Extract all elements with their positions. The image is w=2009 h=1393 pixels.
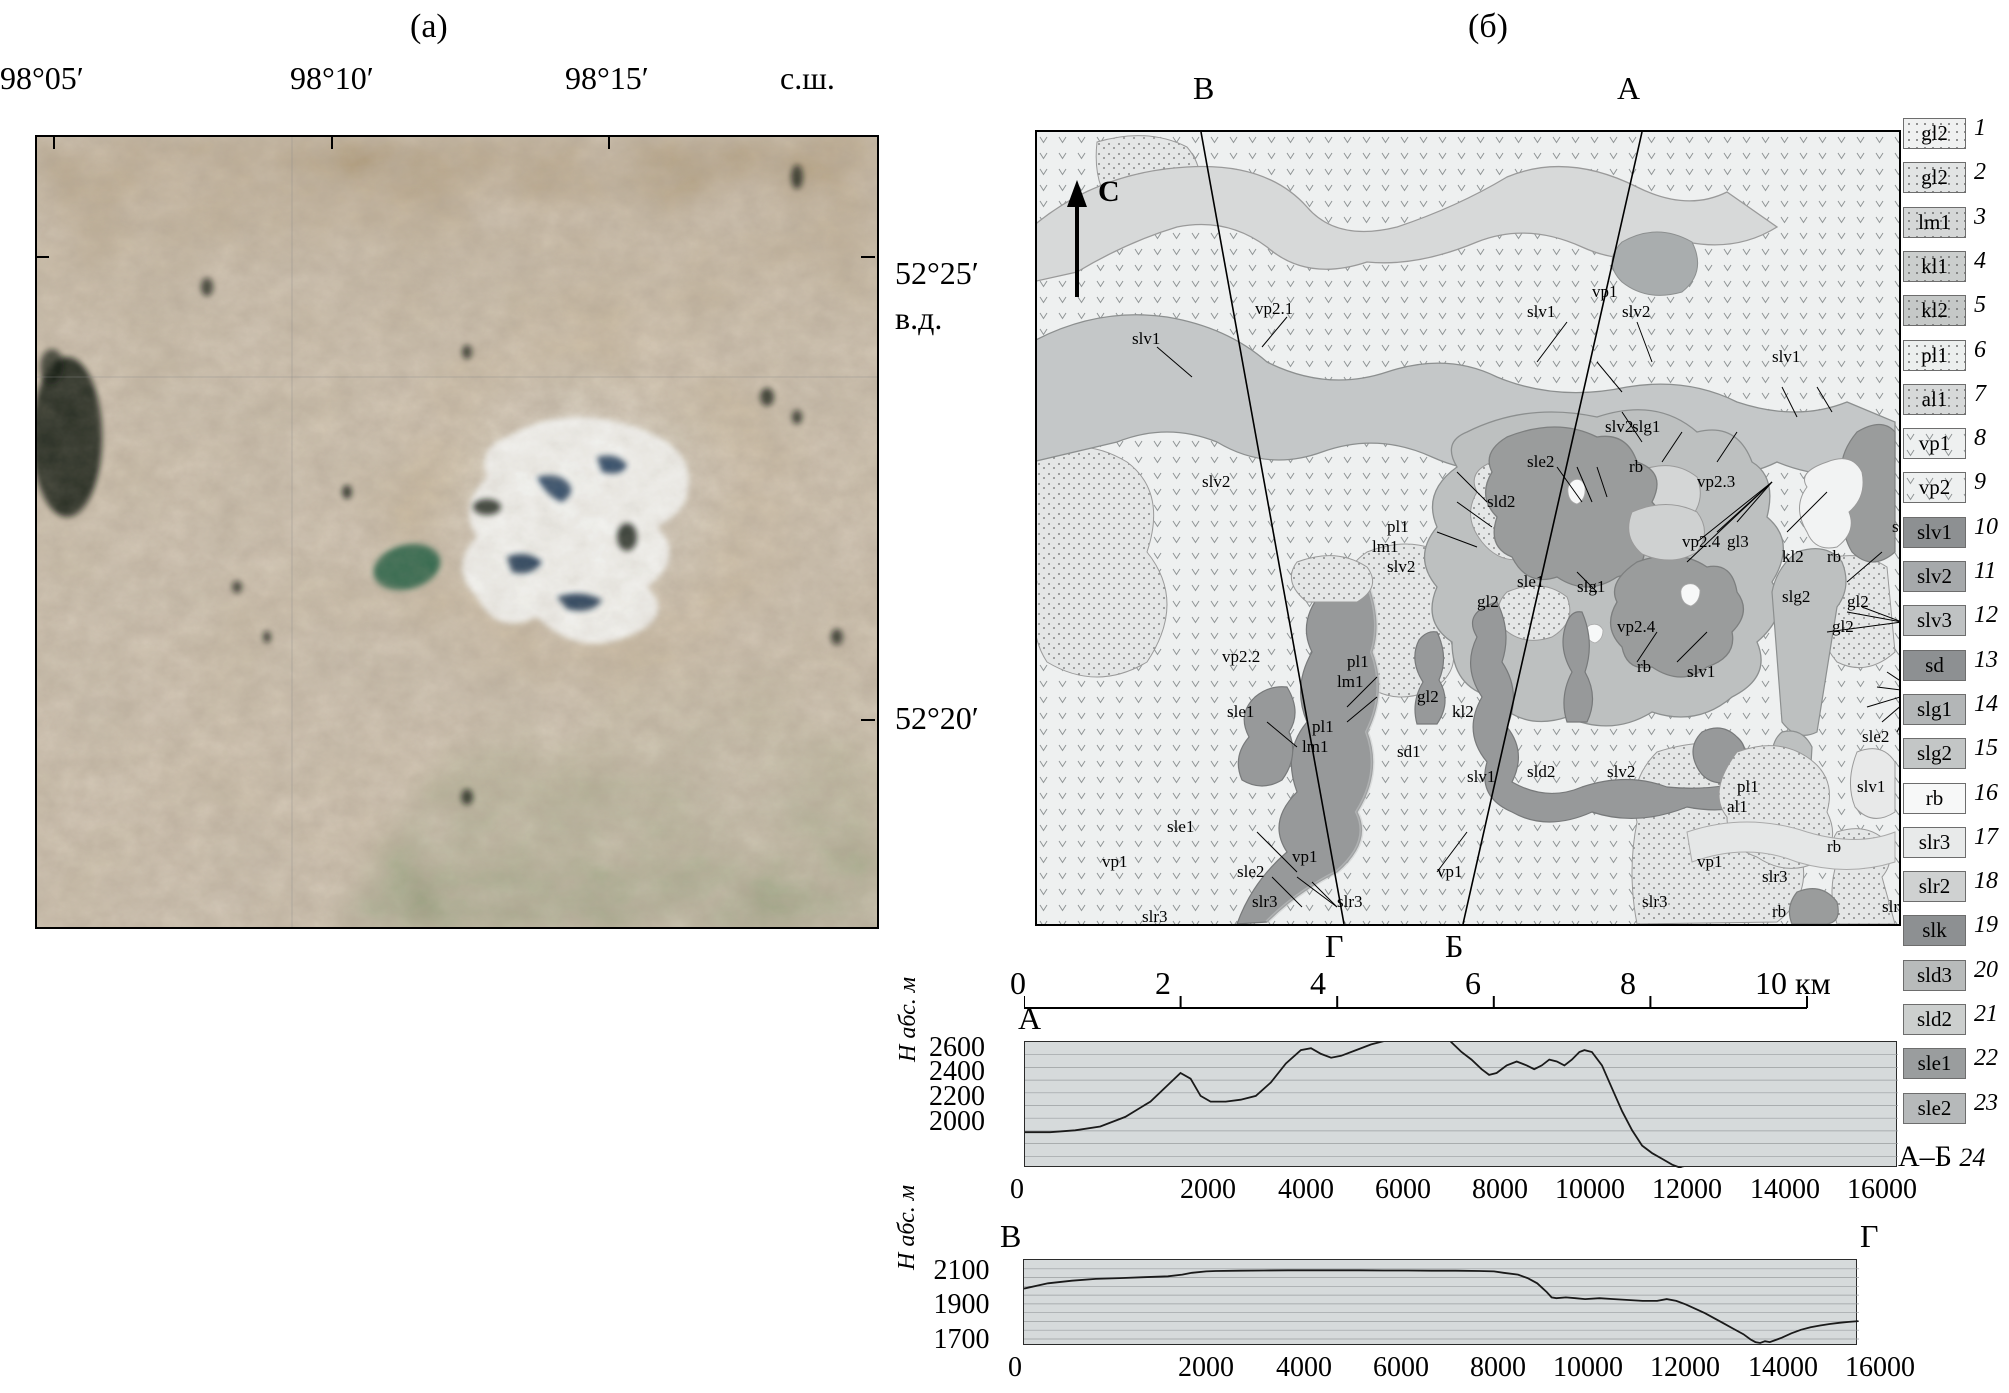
- svg-text:sle1: sle1: [1167, 817, 1194, 836]
- svg-text:gl2: gl2: [1832, 617, 1854, 636]
- svg-text:lm1: lm1: [1372, 537, 1398, 556]
- svg-text:sle1: sle1: [1517, 572, 1544, 591]
- svg-text:slv2: slv2: [1202, 472, 1230, 491]
- svg-text:vp1: vp1: [1437, 862, 1463, 881]
- svg-text:slg1: slg1: [1577, 577, 1605, 596]
- svg-text:gl2: gl2: [1477, 592, 1499, 611]
- svg-text:lm1: lm1: [1302, 737, 1328, 756]
- svg-text:rb: rb: [1772, 902, 1786, 921]
- svg-text:rb: rb: [1637, 657, 1651, 676]
- svg-text:vp2.4: vp2.4: [1617, 617, 1656, 636]
- svg-text:sle2: sle2: [1892, 517, 1899, 536]
- svg-text:slv1: slv1: [1527, 302, 1555, 321]
- svg-text:slg1: slg1: [1632, 417, 1660, 436]
- svg-text:sld2: sld2: [1527, 762, 1555, 781]
- svg-text:sle2: sle2: [1862, 727, 1889, 746]
- svg-text:slr3: slr3: [1337, 892, 1363, 911]
- svg-text:slr3: slr3: [1252, 892, 1278, 911]
- svg-text:slv2: slv2: [1605, 417, 1633, 436]
- svg-text:gl2: gl2: [1417, 687, 1439, 706]
- svg-text:vp2.1: vp2.1: [1255, 299, 1293, 318]
- svg-text:rb: rb: [1629, 457, 1643, 476]
- svg-text:vp1: vp1: [1102, 852, 1128, 871]
- svg-text:rb: rb: [1827, 547, 1841, 566]
- svg-text:sd1: sd1: [1397, 742, 1421, 761]
- svg-text:sld2: sld2: [1487, 492, 1515, 511]
- svg-text:sle1: sle1: [1227, 702, 1254, 721]
- svg-text:gl2: gl2: [1847, 592, 1869, 611]
- svg-text:vp1: vp1: [1697, 852, 1723, 871]
- svg-text:slr3: slr3: [1142, 907, 1168, 924]
- svg-text:slr3: slr3: [1762, 867, 1788, 886]
- svg-text:sle2: sle2: [1237, 862, 1264, 881]
- svg-text:al1: al1: [1727, 797, 1748, 816]
- svg-text:pl1: pl1: [1737, 777, 1759, 796]
- svg-text:gl3: gl3: [1727, 532, 1749, 551]
- svg-text:lm1: lm1: [1337, 672, 1363, 691]
- svg-text:slr2: slr2: [1882, 897, 1899, 916]
- svg-text:pl1: pl1: [1347, 652, 1369, 671]
- svg-text:slv1: slv1: [1132, 329, 1160, 348]
- svg-text:sle2: sle2: [1527, 452, 1554, 471]
- svg-text:slv2: slv2: [1607, 762, 1635, 781]
- svg-text:rb: rb: [1827, 837, 1841, 856]
- svg-text:vp2.4: vp2.4: [1682, 532, 1721, 551]
- svg-text:slv1: slv1: [1857, 777, 1885, 796]
- svg-text:slv2: slv2: [1387, 557, 1415, 576]
- svg-text:pl1: pl1: [1387, 517, 1409, 536]
- svg-text:vp1: vp1: [1292, 847, 1318, 866]
- svg-text:slv1: slv1: [1687, 662, 1715, 681]
- svg-text:slg2: slg2: [1782, 587, 1810, 606]
- svg-text:kl2: kl2: [1782, 547, 1804, 566]
- svg-text:vp2.2: vp2.2: [1222, 647, 1260, 666]
- svg-text:vp2.3: vp2.3: [1697, 472, 1735, 491]
- svg-text:slr3: slr3: [1642, 892, 1668, 911]
- svg-text:pl1: pl1: [1312, 717, 1334, 736]
- svg-text:slv2: slv2: [1622, 302, 1650, 321]
- svg-text:slv1: slv1: [1772, 347, 1800, 366]
- svg-text:vp1: vp1: [1592, 282, 1618, 301]
- svg-text:slv1: slv1: [1467, 767, 1495, 786]
- svg-text:kl2: kl2: [1452, 702, 1474, 721]
